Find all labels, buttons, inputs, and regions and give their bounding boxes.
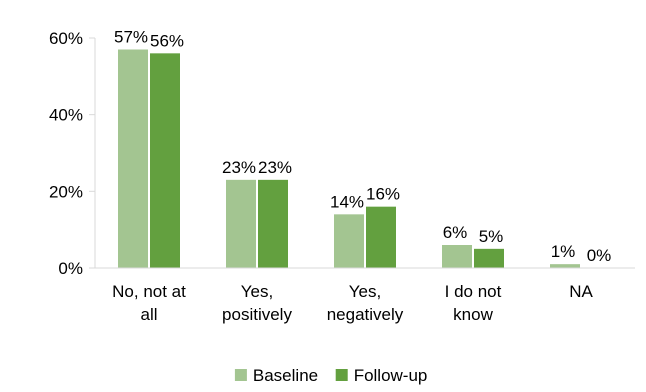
data-label: 5%	[479, 227, 504, 246]
bar-baseline-0	[118, 49, 148, 268]
x-tick-label-line: all	[140, 305, 157, 324]
x-tick-label: No, not at all	[112, 282, 186, 324]
x-tick-label: Yes, positively	[222, 282, 292, 324]
data-label: 1%	[551, 242, 576, 261]
x-tick-label-line: Yes,	[349, 282, 381, 301]
bar-follow-up-2	[366, 206, 396, 268]
x-tick-label: Yes, negatively	[327, 282, 404, 324]
bar-baseline-1	[226, 179, 256, 268]
legend-label: Baseline	[253, 366, 318, 385]
data-label: 0%	[587, 246, 612, 265]
bar-baseline-2	[334, 214, 364, 268]
data-label: 56%	[150, 31, 184, 50]
data-labels: 57% 56% 23% 23% 14% 16% 6% 5% 1% 0%	[114, 28, 611, 266]
data-label: 16%	[366, 185, 400, 204]
bar-follow-up-0	[150, 53, 180, 269]
x-tick-label-line: No, not at	[112, 282, 186, 301]
x-tick-label: I do not know	[445, 282, 502, 324]
x-tick-label-line: NA	[569, 282, 593, 301]
bar-baseline-3	[442, 245, 472, 268]
x-tick-label-line: Yes,	[241, 282, 273, 301]
data-label: 23%	[258, 158, 292, 177]
legend: Baseline Follow-up	[234, 366, 428, 385]
y-tick-label: 20%	[49, 182, 83, 201]
legend-label: Follow-up	[354, 366, 428, 385]
bar-follow-up-3	[474, 248, 504, 268]
x-tick-label-line: know	[453, 305, 493, 324]
data-label: 23%	[222, 158, 256, 177]
bar-baseline-4	[550, 264, 580, 268]
legend-swatch	[335, 369, 348, 381]
x-tick-label: NA	[569, 282, 593, 301]
legend-item-follow-up: Follow-up	[335, 366, 428, 385]
x-tick-label-line: negatively	[327, 305, 404, 324]
data-label: 14%	[330, 192, 364, 211]
y-tick-label: 0%	[58, 259, 83, 278]
legend-item-baseline: Baseline	[234, 366, 318, 385]
data-label: 6%	[443, 223, 468, 242]
legend-swatch	[234, 369, 247, 381]
bar-follow-up-1	[258, 179, 288, 268]
y-tick-label: 60%	[49, 29, 83, 48]
data-label: 57%	[114, 28, 148, 47]
bars	[118, 49, 580, 269]
x-axis: No, not at all Yes, positively Yes, negativel…	[95, 267, 635, 324]
x-tick-label-line: I do not	[445, 282, 502, 301]
x-tick-label-line: positively	[222, 305, 292, 324]
y-axis: 0% 20% 40% 60%	[49, 29, 96, 278]
y-tick-label: 40%	[49, 106, 83, 125]
